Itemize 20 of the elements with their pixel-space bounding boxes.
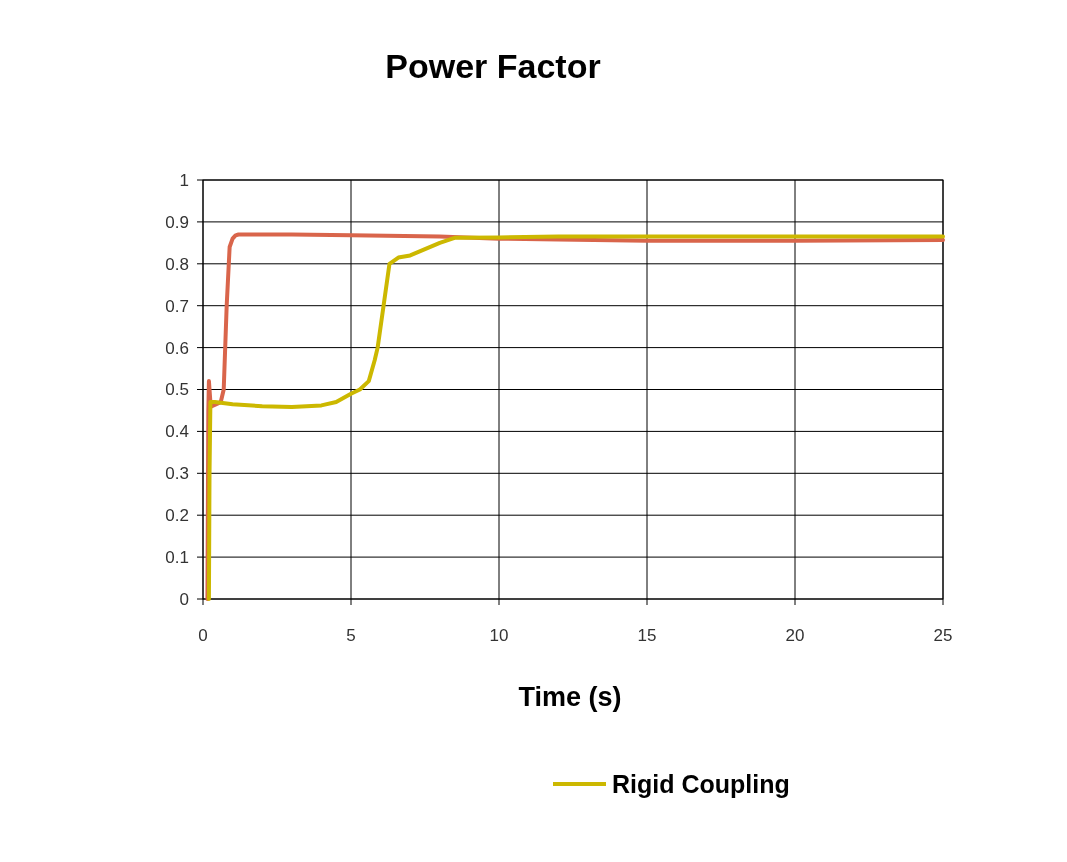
y-tick-label: 0.1 (165, 548, 189, 568)
x-axis-title: Time (s) (518, 682, 622, 712)
y-tick-label: 0.3 (165, 464, 189, 484)
x-tick-label: 25 (933, 626, 953, 645)
chart-title: Power Factor (385, 47, 601, 85)
y-tick-label: 0 (179, 589, 189, 609)
y-tick-label: 0.2 (165, 506, 189, 526)
y-tick-label: 0.5 (165, 380, 189, 400)
x-tick-label: 0 (198, 626, 208, 645)
y-tick-label: 0.7 (165, 296, 189, 316)
y-tick-label: 0.6 (165, 338, 189, 358)
x-tick-label: 10 (489, 626, 509, 645)
legend-label: Rigid Coupling (612, 769, 790, 798)
y-tick-label: 0.8 (165, 254, 189, 274)
x-tick-label: 20 (785, 626, 805, 645)
x-tick-label: 5 (346, 626, 356, 645)
y-tick-label: 1 (179, 170, 189, 190)
y-tick-label: 0.9 (165, 212, 189, 232)
x-tick-label: 15 (637, 626, 657, 645)
y-tick-label: 0.4 (165, 422, 189, 442)
